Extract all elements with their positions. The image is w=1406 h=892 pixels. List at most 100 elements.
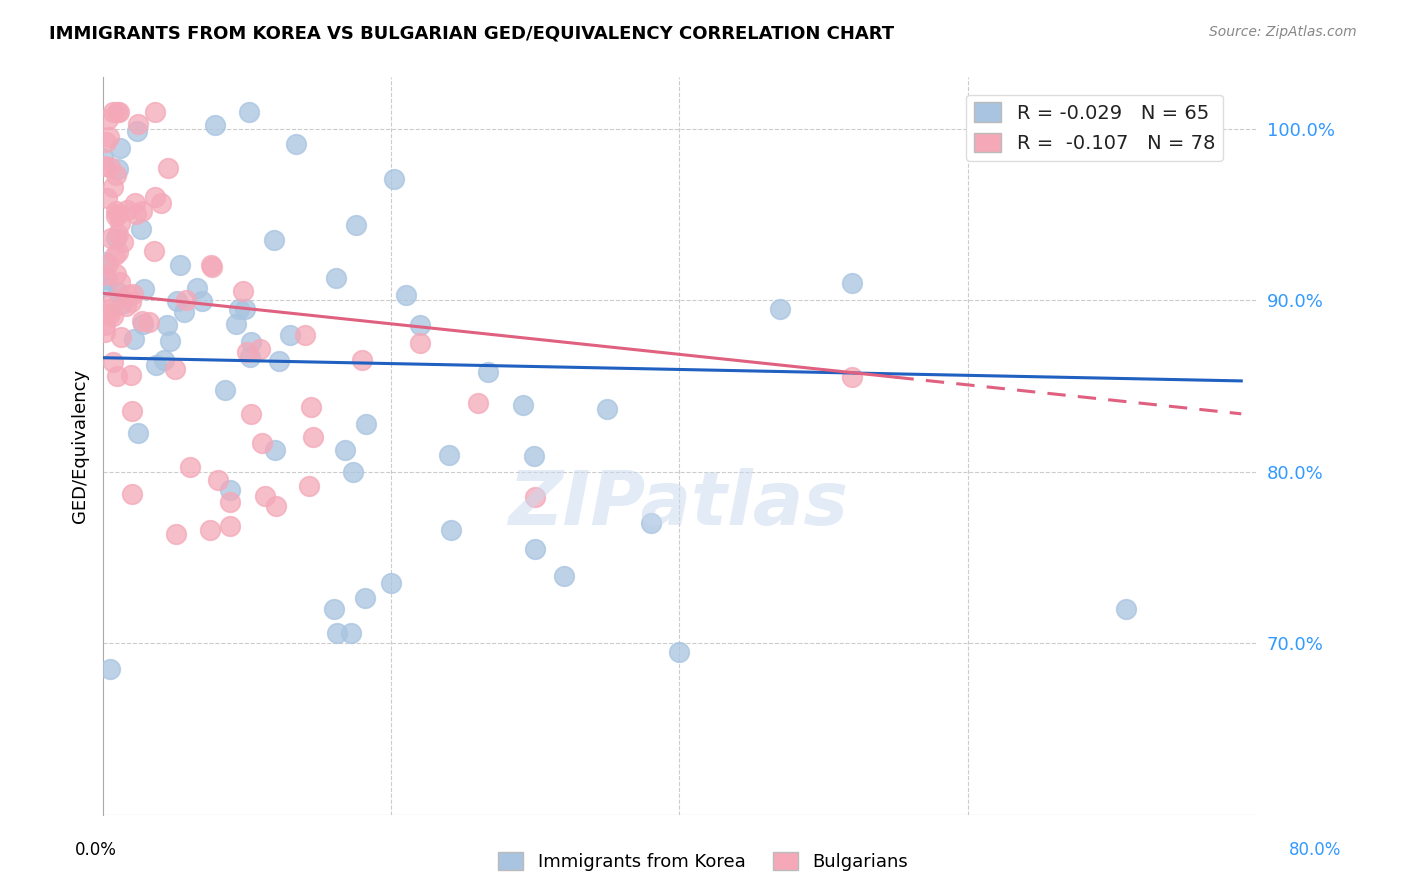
Point (124, 195, 146, 210)
Point (523, 449, 546, 463)
Point (352, 353, 374, 368)
Point (219, 495, 242, 509)
Point (173, 304, 195, 318)
Point (165, 527, 187, 541)
Point (125, 124, 148, 138)
Text: 0.0%: 0.0% (75, 840, 117, 858)
Point (439, 523, 461, 537)
Point (249, 342, 271, 356)
Point (98, 301, 121, 316)
Point (382, 172, 405, 186)
Point (103, 104, 125, 119)
Point (252, 436, 274, 450)
Point (120, 368, 142, 383)
Point (110, 216, 132, 230)
Point (512, 398, 534, 412)
Point (298, 478, 321, 492)
Text: 80.0%: 80.0% (1288, 840, 1341, 858)
Point (409, 318, 432, 332)
Point (105, 104, 128, 119)
Point (340, 626, 363, 640)
Point (96, 271, 118, 285)
Point (344, 218, 367, 232)
Point (380, 576, 402, 591)
Point (108, 275, 131, 289)
Point (134, 282, 156, 296)
Point (228, 301, 250, 316)
Point (238, 105, 260, 120)
Point (207, 473, 229, 487)
Point (97, 129, 120, 144)
Point (236, 344, 259, 359)
Point (342, 465, 364, 479)
Point (169, 258, 191, 272)
Point (132, 317, 155, 331)
Point (239, 350, 262, 364)
Point (97, 112, 120, 126)
Point (165, 362, 187, 376)
Point (437, 448, 460, 462)
Point (769, 301, 792, 316)
Point (524, 491, 547, 505)
Point (179, 460, 201, 475)
Point (100, 231, 122, 245)
Point (98, 662, 121, 676)
Point (143, 104, 166, 119)
Point (98, 307, 121, 321)
Point (239, 335, 262, 350)
Point (121, 487, 143, 501)
Point (108, 141, 131, 155)
Point (108, 104, 131, 119)
Point (120, 295, 142, 310)
Point (129, 222, 152, 236)
Point (96, 191, 118, 205)
Point (201, 260, 224, 275)
Point (143, 244, 166, 259)
Point (218, 483, 240, 498)
Point (640, 516, 662, 530)
Point (214, 383, 236, 397)
Point (110, 296, 132, 310)
Point (101, 309, 124, 323)
Point (299, 401, 322, 415)
Point (121, 404, 143, 418)
Point (104, 231, 127, 245)
Point (127, 425, 149, 440)
Point (263, 233, 285, 247)
Point (326, 625, 349, 640)
Legend: Immigrants from Korea, Bulgarians: Immigrants from Korea, Bulgarians (491, 845, 915, 879)
Point (335, 442, 357, 457)
Point (841, 370, 863, 384)
Point (218, 518, 240, 533)
Point (131, 203, 153, 218)
Point (233, 301, 256, 316)
Point (204, 118, 226, 132)
Point (125, 207, 148, 221)
Point (107, 162, 129, 177)
Point (107, 244, 129, 259)
Point (166, 294, 188, 309)
Text: ZIPatlas: ZIPatlas (509, 468, 849, 541)
Point (138, 315, 160, 329)
Point (105, 168, 128, 182)
Point (93, 159, 115, 173)
Point (131, 313, 153, 327)
Point (105, 204, 128, 219)
Point (596, 401, 619, 416)
Point (841, 276, 863, 290)
Point (553, 569, 575, 583)
Point (107, 207, 129, 221)
Point (253, 489, 276, 503)
Point (149, 196, 172, 211)
Point (107, 285, 129, 299)
Point (93, 278, 115, 293)
Point (280, 327, 302, 342)
Point (174, 293, 197, 308)
Point (477, 365, 499, 379)
Point (101, 355, 124, 369)
Point (264, 499, 287, 513)
Point (267, 354, 290, 368)
Point (354, 417, 377, 431)
Point (94, 325, 117, 339)
Point (225, 317, 247, 331)
